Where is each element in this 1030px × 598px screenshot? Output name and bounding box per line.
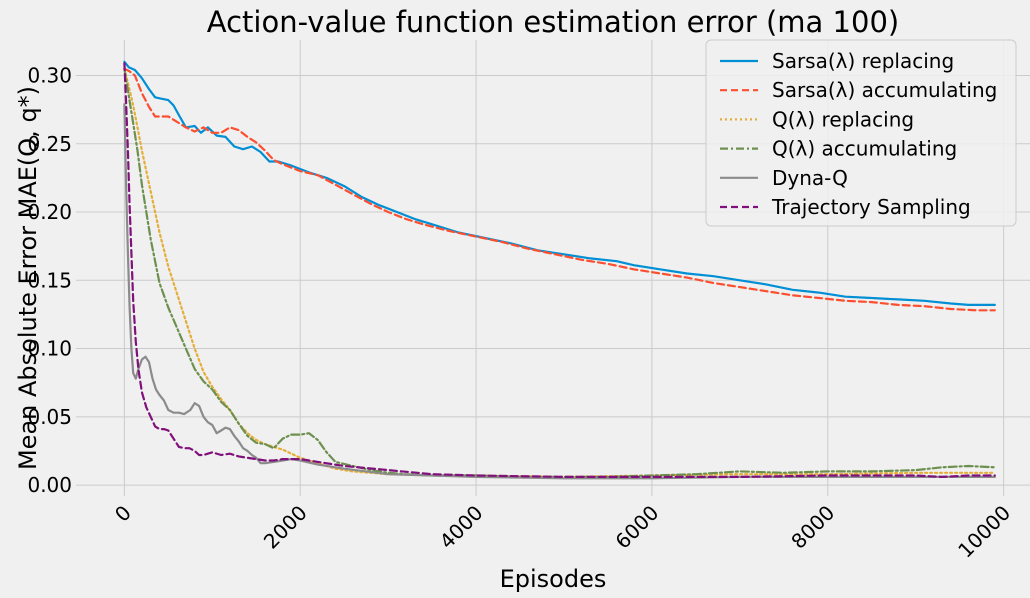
series-line-2 — [123, 67, 996, 312]
legend: Sarsa(λ) replacing Sarsa(λ) accumulating Q… — [705, 39, 1017, 227]
x-axis-ticks: 0 2000 4000 6000 8000 10000 — [110, 501, 1015, 563]
y-tick-label: 0.05 — [27, 405, 72, 429]
x-tick-label: 0 — [110, 501, 136, 527]
y-tick-label: 0.15 — [27, 268, 72, 292]
x-tick-label: 8000 — [786, 501, 839, 554]
x-tick-label: 6000 — [610, 501, 663, 554]
y-tick-label: 0.10 — [27, 337, 72, 361]
series-line-4 — [123, 67, 996, 478]
legend-entry: Q(λ) replacing — [772, 107, 914, 131]
legend-entry: Dyna-Q — [772, 166, 848, 190]
x-tick-label: 2000 — [259, 501, 312, 554]
y-tick-label: 0.00 — [27, 473, 72, 497]
series-line-5 — [123, 103, 996, 480]
x-tick-label: 10000 — [953, 501, 1015, 563]
series-line-6 — [123, 62, 996, 478]
y-tick-label: 0.25 — [27, 132, 72, 156]
y-axis-label: Mean Absolute Error MAE(Q, q*) — [14, 86, 42, 470]
y-axis-ticks: 0.00 0.05 0.10 0.15 0.20 0.25 0.30 — [27, 63, 72, 497]
x-axis-label: Episodes — [500, 565, 607, 593]
legend-entry: Sarsa(λ) accumulating — [772, 78, 997, 102]
chart-title: Action-value function estimation error (… — [207, 5, 899, 39]
y-tick-label: 0.30 — [27, 63, 72, 87]
x-tick-label: 4000 — [435, 501, 488, 554]
series-lines — [123, 60, 996, 480]
y-tick-label: 0.20 — [27, 200, 72, 224]
legend-entry: Trajectory Sampling — [771, 195, 971, 219]
legend-frame — [705, 39, 1017, 227]
legend-entry: Q(λ) accumulating — [772, 137, 957, 161]
series-line-1 — [123, 60, 996, 306]
legend-entry: Sarsa(λ) replacing — [772, 49, 954, 73]
